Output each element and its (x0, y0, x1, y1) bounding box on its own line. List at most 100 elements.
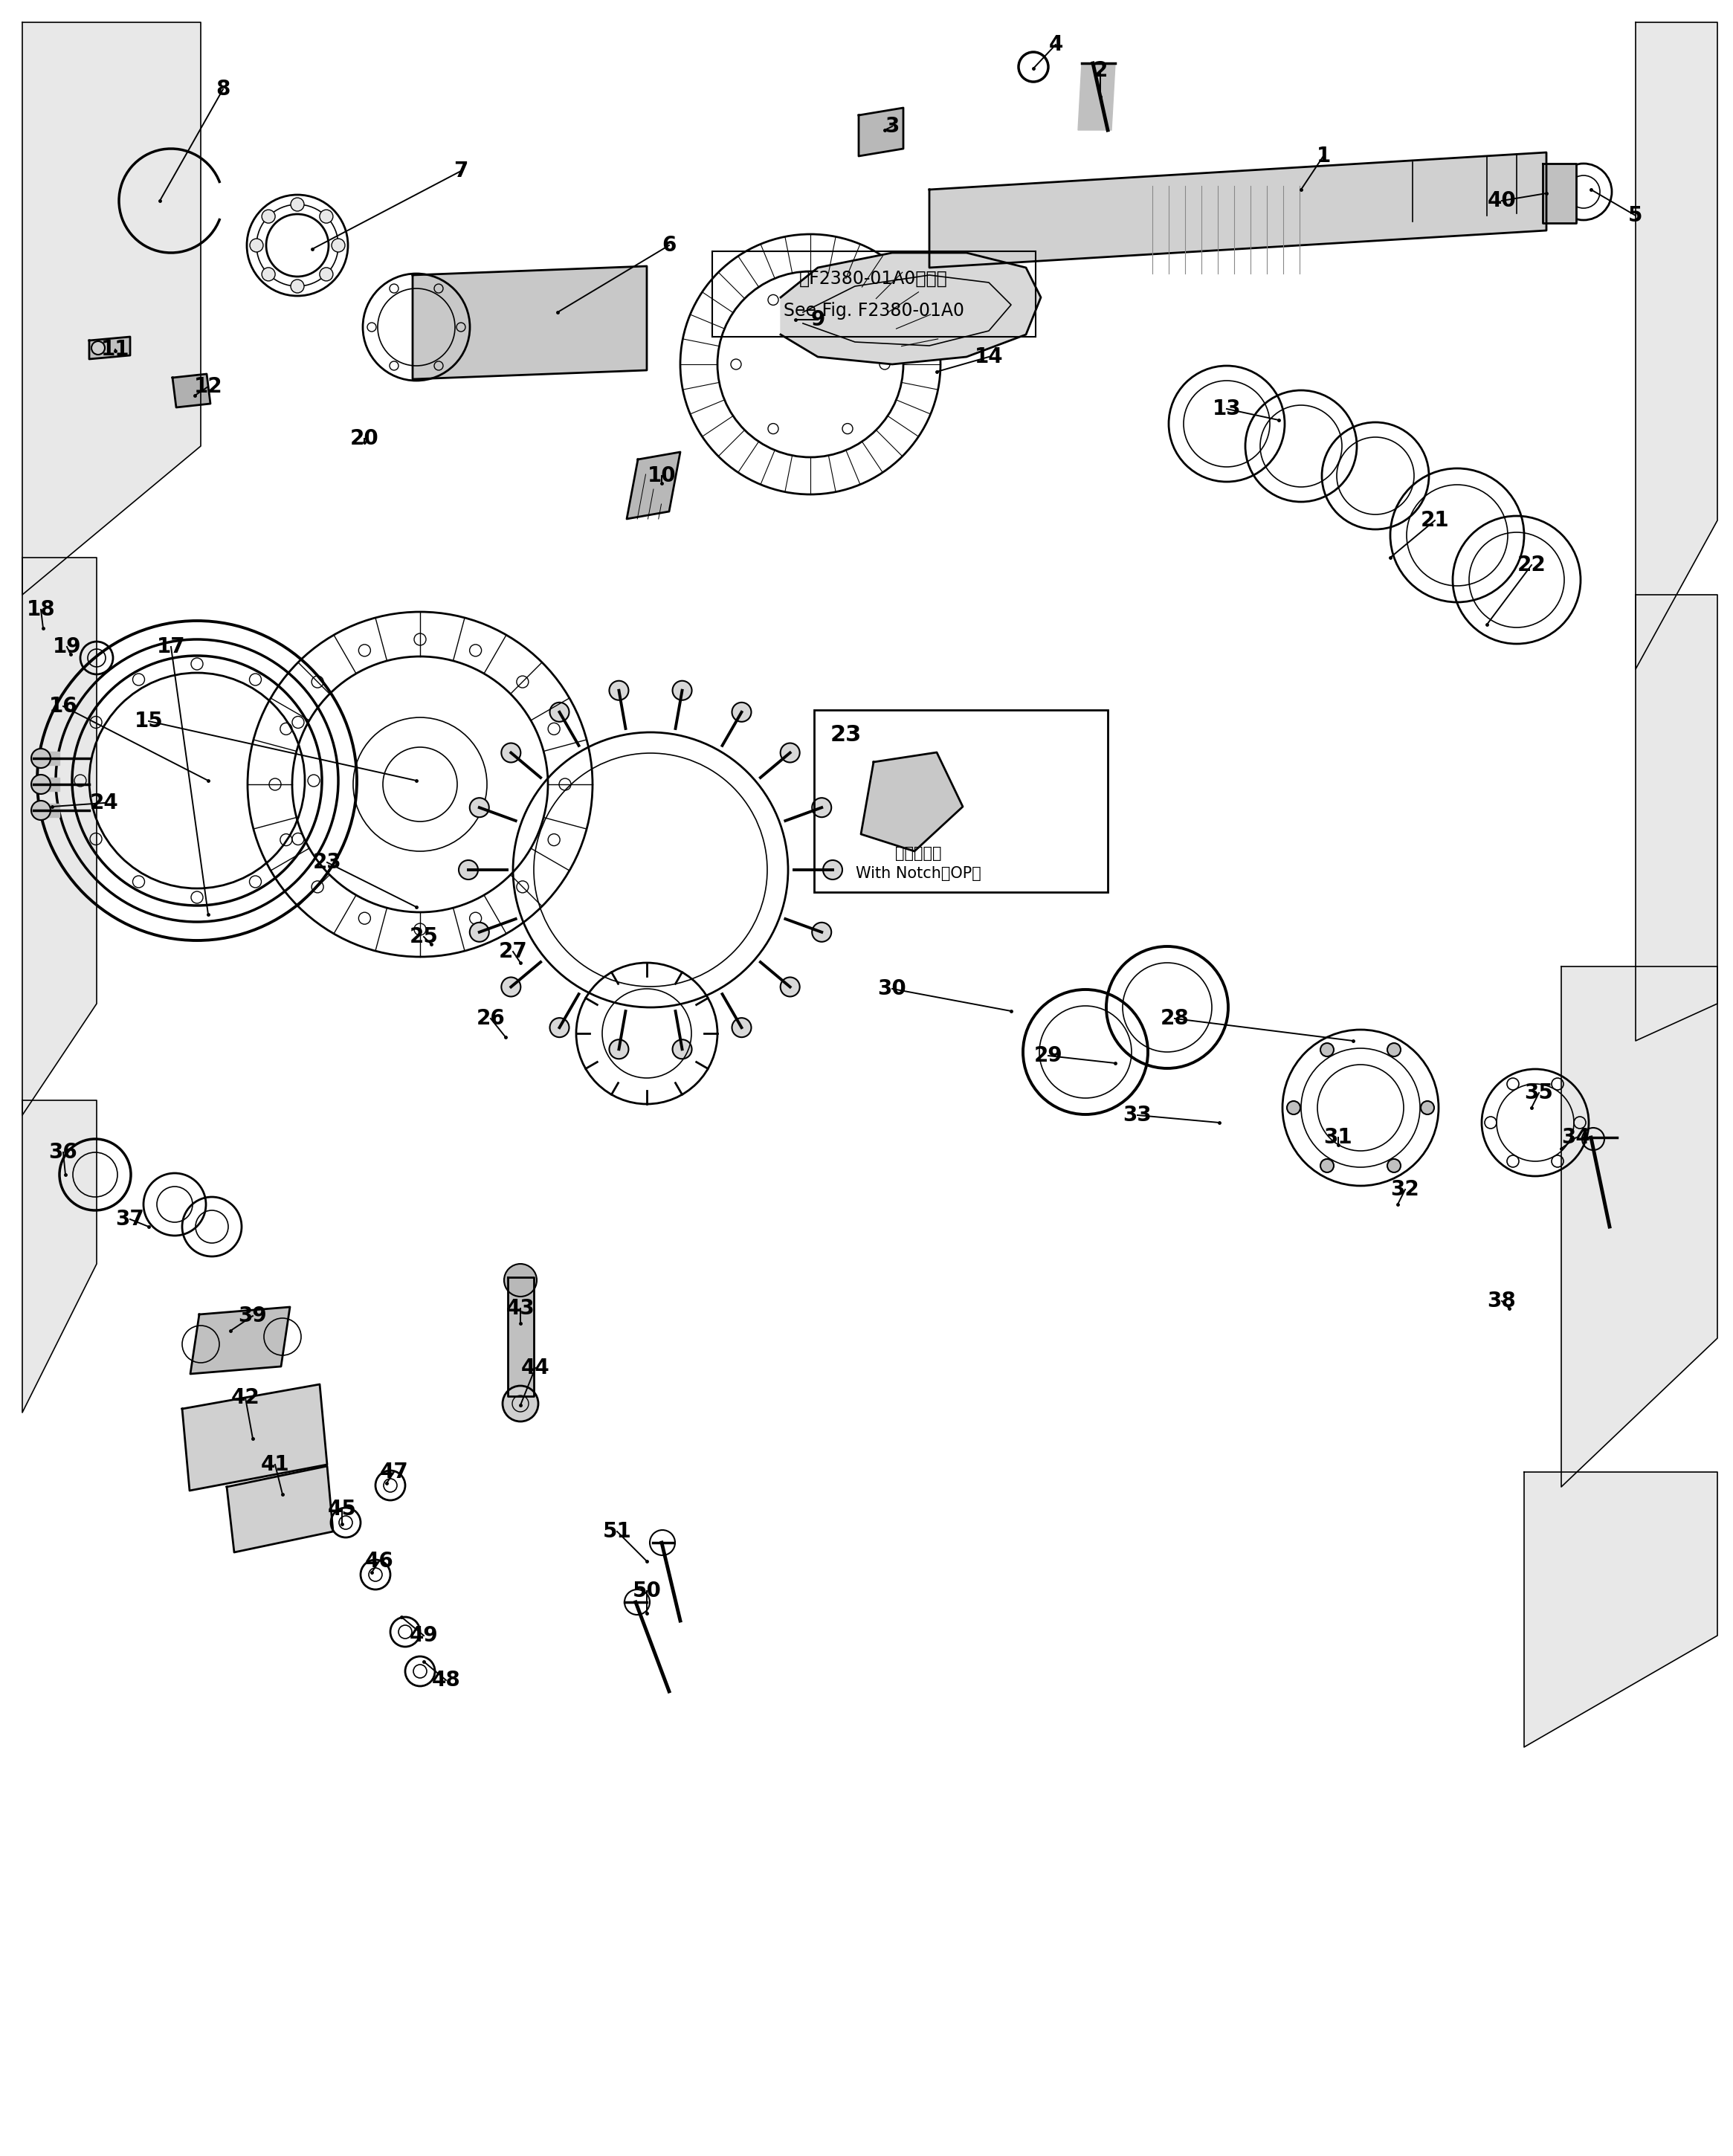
Circle shape (610, 1039, 629, 1059)
Polygon shape (1561, 966, 1717, 1488)
Text: 25: 25 (409, 927, 438, 946)
Polygon shape (23, 558, 97, 1115)
Circle shape (291, 280, 303, 293)
Polygon shape (627, 453, 681, 520)
Text: 10: 10 (648, 466, 676, 487)
Text: 29: 29 (1035, 1046, 1062, 1065)
Polygon shape (861, 752, 964, 852)
Text: 27: 27 (499, 942, 527, 962)
Text: 第F2380-01A0図参照: 第F2380-01A0図参照 (799, 270, 948, 287)
Circle shape (672, 1039, 691, 1059)
Text: 21: 21 (1421, 511, 1449, 530)
Text: 32: 32 (1390, 1179, 1419, 1201)
Polygon shape (182, 1384, 328, 1490)
Text: 43: 43 (506, 1298, 535, 1319)
Text: 6: 6 (662, 235, 676, 257)
Bar (712, 252, 1036, 336)
Text: 7: 7 (454, 160, 468, 181)
Circle shape (731, 703, 752, 722)
Text: 22: 22 (1516, 554, 1546, 576)
Circle shape (250, 239, 263, 252)
Circle shape (1321, 1044, 1334, 1056)
Text: 23: 23 (312, 852, 341, 873)
Text: 36: 36 (49, 1143, 78, 1162)
Text: 切り欠き付: 切り欠き付 (894, 845, 941, 860)
Text: 33: 33 (1123, 1104, 1152, 1125)
Text: With Notch（OP）: With Notch（OP） (856, 867, 981, 882)
Circle shape (780, 977, 799, 996)
Circle shape (470, 798, 489, 817)
Polygon shape (23, 1100, 97, 1412)
Text: 19: 19 (52, 636, 81, 658)
Circle shape (291, 198, 303, 211)
Circle shape (319, 209, 333, 222)
Polygon shape (88, 336, 130, 360)
Circle shape (504, 1263, 537, 1296)
Polygon shape (508, 1276, 534, 1397)
Text: 41: 41 (260, 1453, 289, 1475)
Circle shape (503, 1386, 539, 1421)
Text: 4: 4 (1048, 34, 1062, 56)
Polygon shape (1078, 63, 1116, 129)
Circle shape (501, 977, 520, 996)
Text: 47: 47 (380, 1462, 409, 1483)
Text: 26: 26 (477, 1009, 504, 1028)
Text: 3: 3 (886, 116, 899, 136)
Text: 12: 12 (194, 375, 222, 397)
Text: 14: 14 (974, 347, 1003, 367)
Circle shape (319, 267, 333, 280)
Text: 15: 15 (133, 711, 163, 731)
Polygon shape (412, 265, 646, 379)
Circle shape (813, 923, 832, 942)
Text: 45: 45 (328, 1498, 357, 1520)
Polygon shape (929, 153, 1546, 267)
Text: 17: 17 (156, 636, 185, 658)
Text: 39: 39 (239, 1307, 267, 1326)
Text: 23: 23 (830, 724, 861, 746)
Circle shape (1288, 1102, 1300, 1115)
Circle shape (1388, 1044, 1400, 1056)
Polygon shape (1523, 1473, 1717, 1746)
Circle shape (331, 239, 345, 252)
Text: 46: 46 (364, 1550, 393, 1572)
Text: 44: 44 (522, 1358, 549, 1378)
Text: 49: 49 (409, 1626, 438, 1645)
Text: 11: 11 (101, 338, 130, 360)
Bar (815, 709, 1107, 893)
Polygon shape (1542, 164, 1575, 222)
Polygon shape (1636, 22, 1717, 668)
Polygon shape (227, 1466, 333, 1552)
Text: 34: 34 (1561, 1128, 1591, 1147)
Text: 20: 20 (350, 429, 380, 448)
Circle shape (780, 744, 799, 763)
Circle shape (31, 774, 50, 793)
Text: 18: 18 (26, 599, 55, 621)
Polygon shape (173, 373, 210, 407)
Circle shape (549, 703, 568, 722)
Polygon shape (23, 22, 201, 595)
Circle shape (823, 860, 842, 880)
Polygon shape (858, 108, 903, 155)
Circle shape (731, 1018, 752, 1037)
Polygon shape (33, 752, 59, 765)
Text: 16: 16 (49, 696, 78, 716)
Polygon shape (780, 252, 1042, 364)
Polygon shape (191, 1307, 289, 1373)
Text: 35: 35 (1525, 1082, 1553, 1104)
Text: 28: 28 (1161, 1009, 1189, 1028)
Circle shape (459, 860, 478, 880)
Text: 42: 42 (230, 1386, 260, 1408)
Text: 51: 51 (603, 1522, 631, 1542)
Text: 8: 8 (217, 80, 230, 99)
Circle shape (672, 681, 691, 701)
Text: See Fig. F2380-01A0: See Fig. F2380-01A0 (783, 302, 964, 319)
Circle shape (31, 748, 50, 768)
Circle shape (1421, 1102, 1435, 1115)
Circle shape (92, 341, 104, 354)
Polygon shape (33, 778, 59, 791)
Circle shape (262, 209, 276, 222)
Circle shape (1388, 1160, 1400, 1173)
Text: 37: 37 (116, 1210, 144, 1229)
Text: 38: 38 (1487, 1291, 1516, 1311)
Polygon shape (33, 804, 59, 817)
